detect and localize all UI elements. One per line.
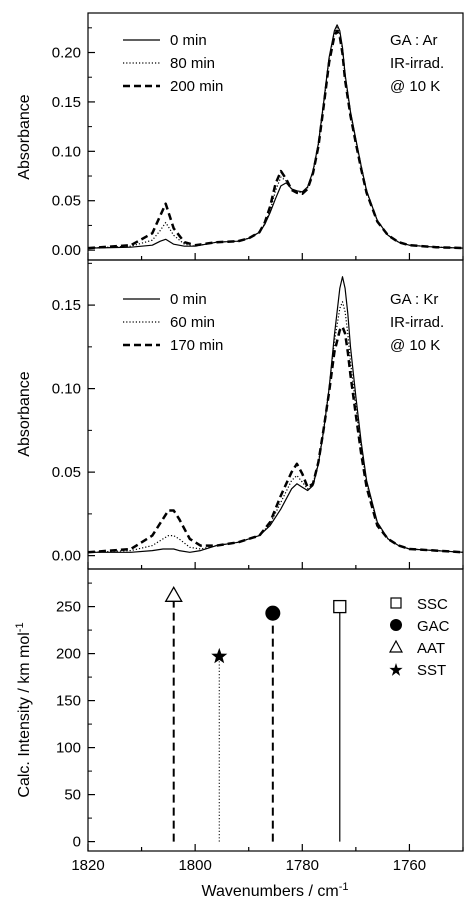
y-tick-label: 0.05 bbox=[52, 464, 81, 481]
y-tick-label: 50 bbox=[64, 787, 81, 804]
legend-marker-aat bbox=[388, 639, 404, 653]
panel-ga-ar: 0.00 0.05 0.10 0.15 0.20 Absorbance 0 min 80… bbox=[16, 12, 464, 261]
spectra bbox=[87, 24, 464, 250]
annotation: GA : Ar IR-irrad. @ 10 K bbox=[390, 32, 444, 95]
x-axis-label-exponent: -1 bbox=[339, 881, 349, 893]
y-tick-label: 0 bbox=[73, 834, 81, 851]
x-axis-label: Wavenumbers / cm-1 bbox=[202, 881, 349, 900]
legend-label-80-min: 80 min bbox=[170, 55, 215, 72]
legend-label-aat: AAT bbox=[417, 640, 445, 657]
annotation-line-2: IR-irrad. bbox=[390, 55, 444, 72]
legend: SSC GAC AAT SST bbox=[388, 596, 450, 679]
y-tick-label: 0.10 bbox=[52, 143, 81, 160]
annotation-line-3: @ 10 K bbox=[390, 337, 440, 354]
legend-label-gac: GAC bbox=[417, 618, 450, 635]
series-line-170-min bbox=[87, 325, 464, 554]
x-tick-label: 1800 bbox=[178, 857, 211, 874]
y-tick-label: 0.00 bbox=[52, 242, 81, 259]
y-ticks: 0.00 0.05 0.10 0.15 bbox=[52, 262, 95, 565]
marker-ssc bbox=[333, 599, 347, 614]
annotation-line-2: IR-irrad. bbox=[390, 314, 444, 331]
annotation-line-1: GA : Ar bbox=[390, 32, 438, 49]
panel-ga-kr: 0.00 0.05 0.10 0.15 Absorbance 0 min 60 min… bbox=[16, 259, 464, 570]
x-ticks: 1820 1800 1780 1760 bbox=[71, 857, 426, 874]
annotation-line-3: @ 10 K bbox=[390, 78, 440, 95]
legend: 0 min 80 min 200 min bbox=[123, 32, 223, 95]
y-axis-label-exponent: -1 bbox=[14, 622, 26, 632]
y-axis-label-text: Calc. Intensity / km mol bbox=[16, 632, 33, 797]
panel-calculated: 0 50 100 150 200 250 1820 1800 1780 1760 Calc. I… bbox=[14, 568, 464, 900]
series-line-200-min bbox=[87, 29, 464, 250]
legend-marker-sst bbox=[389, 663, 403, 676]
y-tick-label: 0.10 bbox=[52, 381, 81, 398]
sticks bbox=[164, 586, 347, 842]
panel-frame bbox=[87, 12, 464, 261]
y-tick-label: 100 bbox=[56, 740, 81, 757]
y-ticks: 0.00 0.05 0.10 0.15 0.20 bbox=[52, 27, 95, 259]
annotation-line-1: GA : Kr bbox=[390, 291, 438, 308]
y-ticks: 0 50 100 150 200 250 bbox=[56, 582, 95, 851]
x-tick-label: 1820 bbox=[71, 857, 104, 874]
legend-label-200-min: 200 min bbox=[170, 78, 223, 95]
spectra bbox=[87, 276, 464, 554]
annotation: GA : Kr IR-irrad. @ 10 K bbox=[390, 291, 444, 354]
y-tick-label: 200 bbox=[56, 646, 81, 663]
y-axis-label: Absorbance bbox=[16, 371, 33, 456]
y-tick-label: 0.15 bbox=[52, 94, 81, 111]
marker-gac bbox=[265, 605, 281, 621]
y-tick-label: 0.00 bbox=[52, 548, 81, 565]
marker-aat bbox=[164, 586, 183, 602]
x-axis-label-text: Wavenumbers / cm bbox=[202, 883, 339, 900]
y-tick-label: 250 bbox=[56, 599, 81, 616]
legend-marker-ssc bbox=[390, 597, 402, 609]
x-tick-label: 1780 bbox=[286, 857, 319, 874]
y-axis-label: Calc. Intensity / km mol-1 bbox=[14, 622, 33, 797]
y-axis-label: Absorbance bbox=[16, 94, 33, 179]
legend-label-ssc: SSC bbox=[417, 596, 448, 613]
legend-label-0-min: 0 min bbox=[170, 32, 207, 49]
legend-label-60-min: 60 min bbox=[170, 314, 215, 331]
marker-sst bbox=[211, 647, 228, 664]
legend-marker-gac bbox=[390, 619, 402, 631]
legend: 0 min 60 min 170 min bbox=[123, 291, 223, 354]
legend-label-0-min: 0 min bbox=[170, 291, 207, 308]
legend-label-170-min: 170 min bbox=[170, 337, 223, 354]
y-tick-label: 0.05 bbox=[52, 193, 81, 210]
y-tick-label: 0.15 bbox=[52, 297, 81, 314]
legend-label-sst: SST bbox=[417, 662, 446, 679]
y-tick-label: 150 bbox=[56, 693, 81, 710]
panel-frame bbox=[87, 568, 464, 852]
x-tick-label: 1760 bbox=[393, 857, 426, 874]
y-tick-label: 0.20 bbox=[52, 45, 81, 62]
